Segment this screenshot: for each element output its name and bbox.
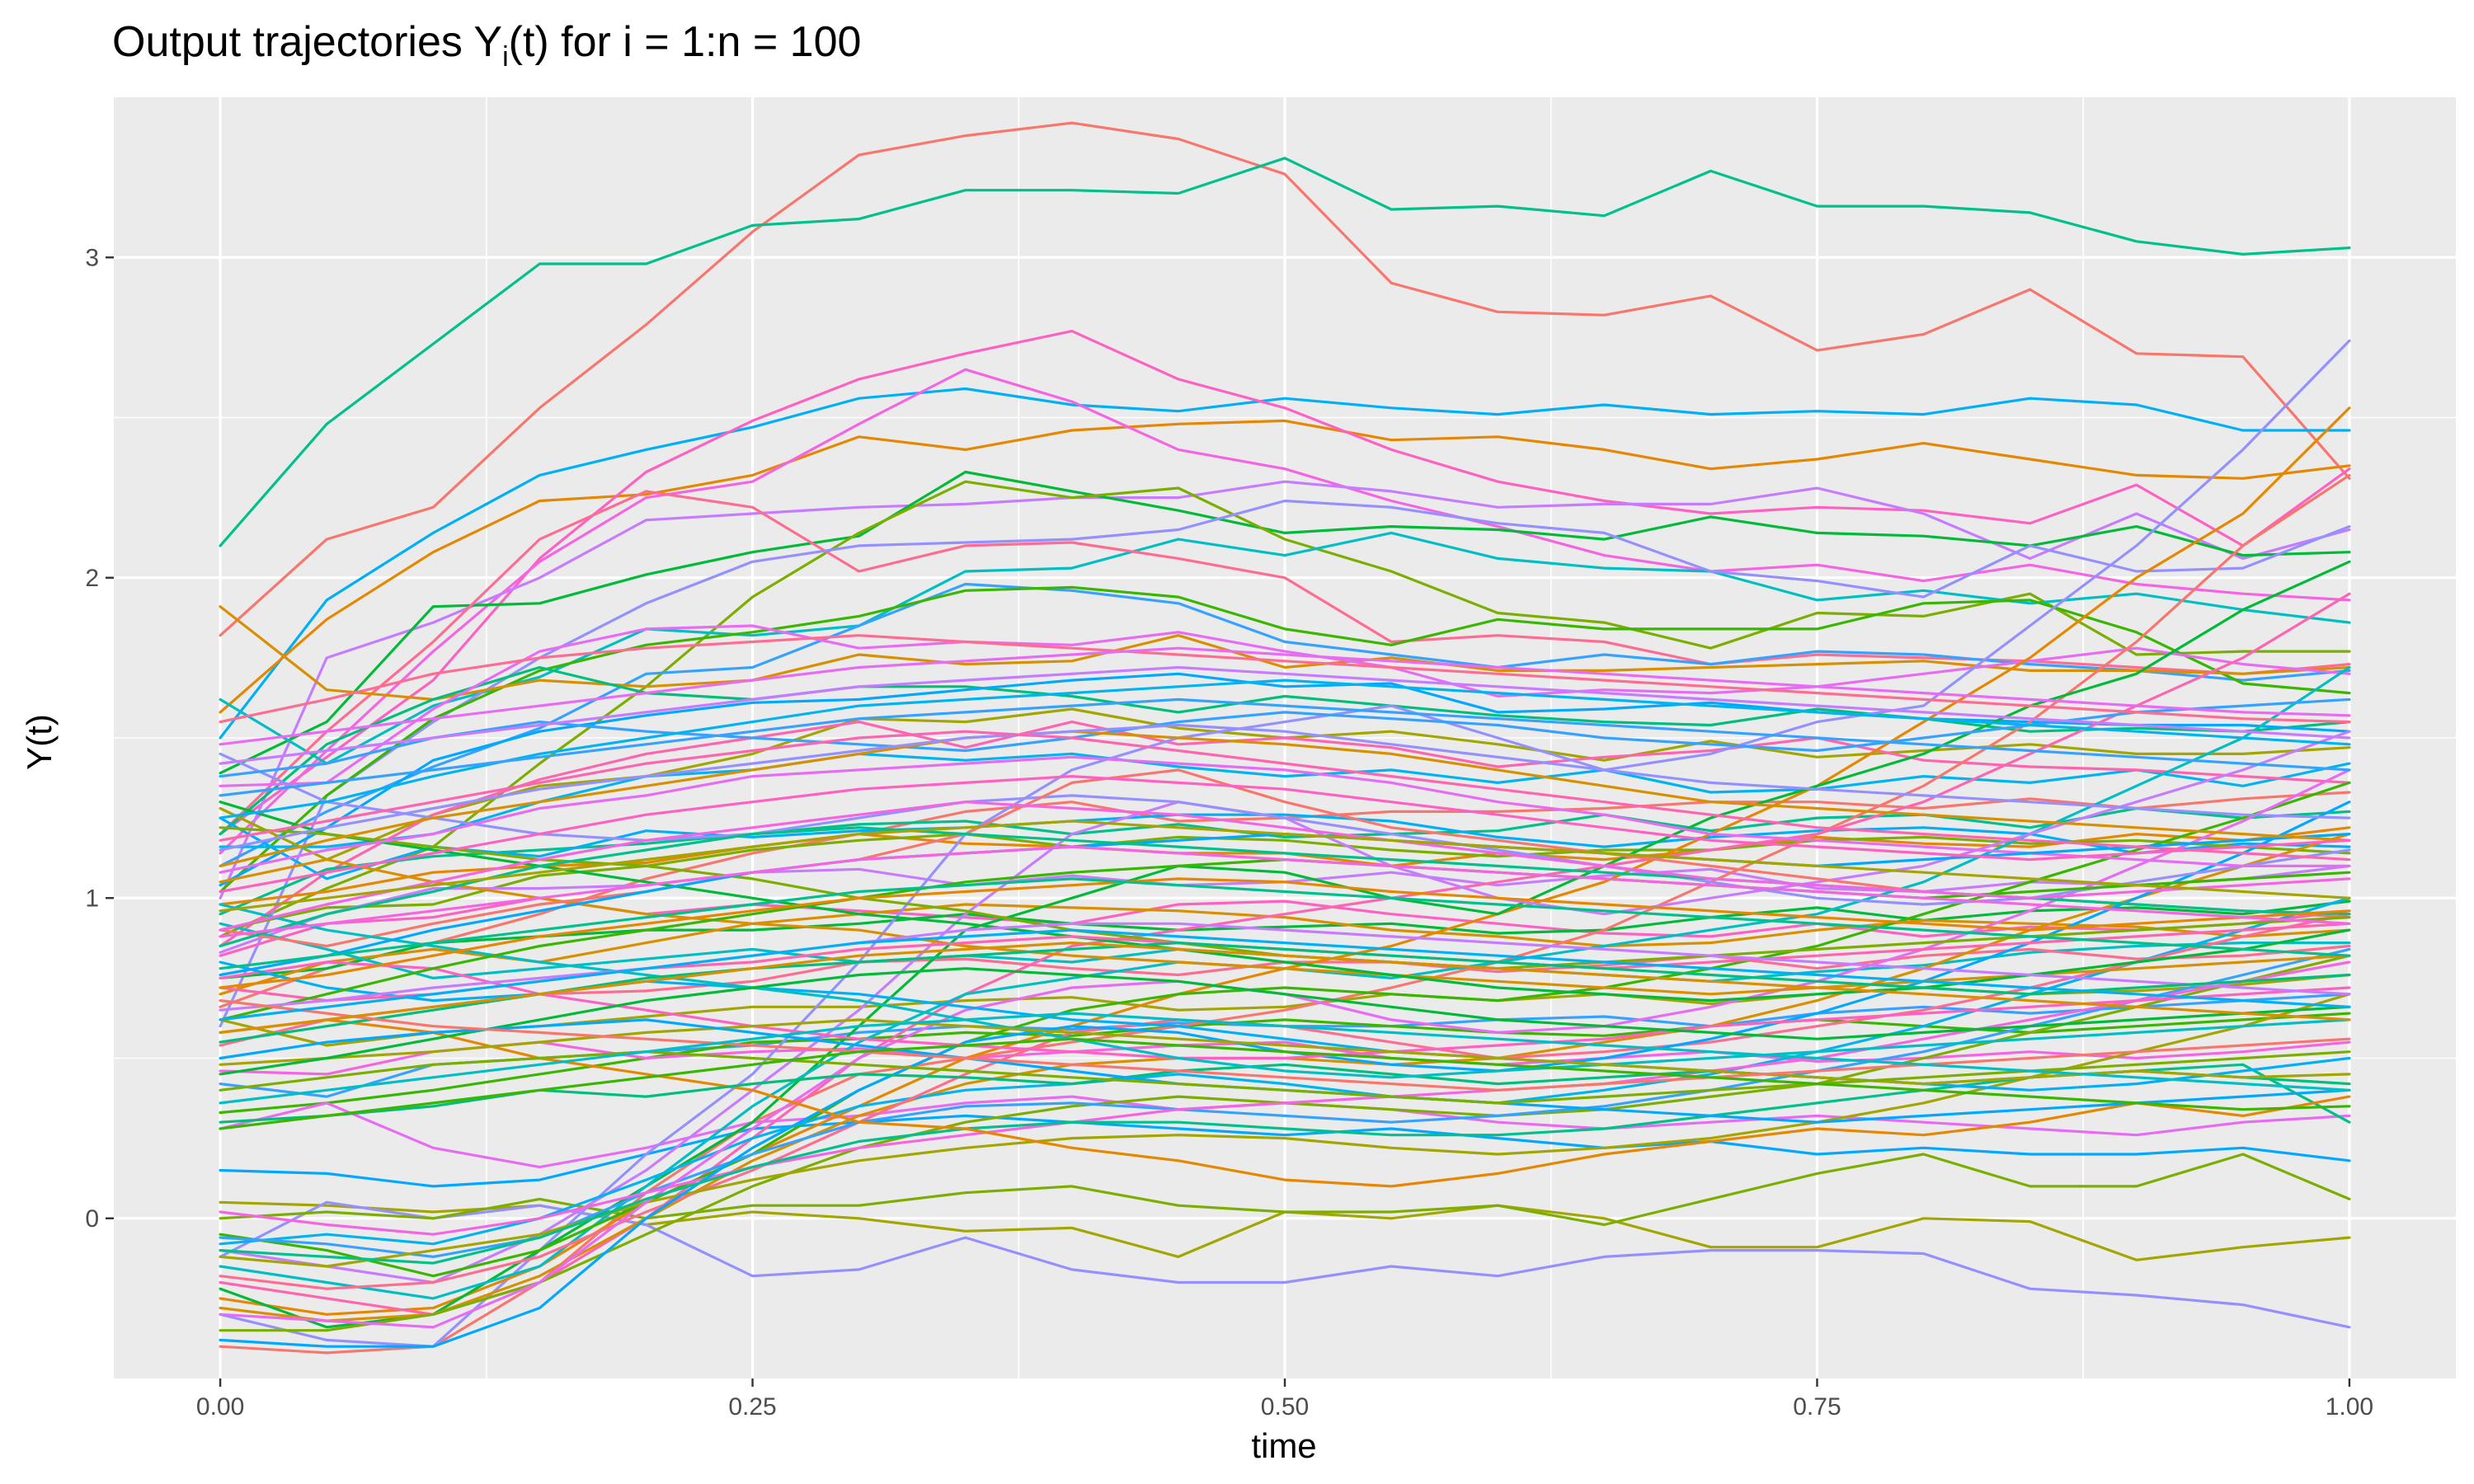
series-line	[219, 801, 2351, 1003]
series-line	[219, 801, 2351, 932]
series-line	[219, 896, 2351, 1246]
series-line	[219, 774, 2351, 894]
series-line	[219, 665, 2351, 765]
series-line	[219, 697, 2351, 797]
series-line	[219, 1018, 2351, 1188]
series-line	[219, 121, 2351, 637]
series-line	[219, 679, 2351, 819]
series-line	[219, 646, 2351, 746]
series-line	[219, 1018, 2351, 1086]
series-line	[219, 339, 2351, 1348]
series-line	[219, 157, 2351, 547]
series-line	[219, 899, 2351, 980]
chart-title-subscript: i	[502, 41, 509, 73]
y-tick-label: 3	[85, 244, 99, 271]
series-line	[219, 755, 2351, 874]
series-line	[219, 730, 2351, 868]
series-line	[219, 720, 2351, 948]
x-tick-label: 0.75	[1793, 1393, 1841, 1421]
y-tick-label: 1	[85, 885, 99, 912]
series-line	[219, 967, 2351, 1076]
series-line	[219, 752, 2351, 848]
y-tick-label: 2	[85, 565, 99, 592]
series-line	[219, 845, 2351, 938]
series-line	[219, 1040, 2351, 1076]
series-line	[219, 752, 2351, 906]
series-lines	[219, 121, 2351, 1355]
chart-title-prefix: Output trajectories Y	[112, 18, 502, 66]
x-tick-label: 1.00	[2326, 1393, 2373, 1421]
series-line	[219, 960, 2351, 1060]
series-line	[219, 903, 2351, 1079]
series-line	[219, 592, 2351, 1316]
series-line	[219, 819, 2351, 913]
series-line	[219, 730, 2351, 862]
series-line	[219, 723, 2351, 852]
series-line	[219, 877, 2351, 989]
series-line	[219, 624, 2351, 787]
x-axis: 0.00 0.25 0.50 0.75 1.00	[196, 1378, 2373, 1421]
x-axis-title: time	[1251, 1426, 1316, 1465]
x-tick-label: 0.50	[1261, 1393, 1309, 1421]
series-line	[219, 585, 2351, 894]
series-line	[219, 960, 2351, 1236]
series-line	[219, 368, 2351, 855]
y-axis-title: Y(t)	[20, 714, 59, 770]
series-line	[219, 998, 2351, 1092]
chart-title: Output trajectories Yi(t) for i = 1:n = …	[112, 18, 861, 73]
series-line	[219, 1012, 2351, 1115]
y-axis: 0 1 2 3	[85, 244, 114, 1233]
series-line	[219, 665, 2351, 836]
y-tick-label: 0	[85, 1205, 99, 1233]
series-line	[219, 605, 2351, 702]
series-line	[219, 941, 2351, 1035]
series-line	[219, 634, 2351, 724]
series-line	[219, 928, 2351, 1021]
series-line	[219, 877, 2351, 970]
x-tick-label: 0.25	[728, 1393, 776, 1421]
series-line	[219, 499, 2351, 1028]
series-line	[219, 813, 2351, 881]
series-line	[219, 1050, 2351, 1105]
series-line	[219, 387, 2351, 740]
series-line	[219, 697, 2351, 778]
chart-title-suffix: (t) for i = 1:n = 100	[509, 18, 862, 66]
series-line	[219, 419, 2351, 714]
series-line	[219, 922, 2351, 1012]
series-line	[219, 473, 2351, 1355]
series-line	[219, 1012, 2351, 1105]
series-line	[219, 582, 2351, 868]
series-line	[219, 1063, 2351, 1265]
series-line	[219, 1114, 2351, 1188]
series-line	[219, 330, 2351, 836]
x-tick-label: 0.00	[196, 1393, 244, 1421]
series-line	[219, 1037, 2351, 1130]
series-line	[219, 470, 2351, 775]
